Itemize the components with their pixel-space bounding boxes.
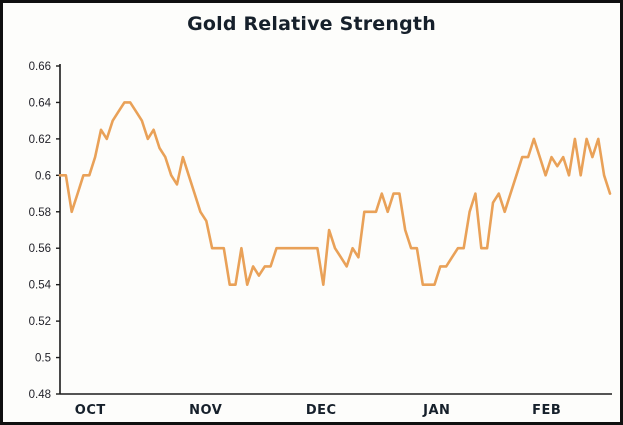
y-tick-label: 0.56 <box>29 243 51 255</box>
y-tick-label: 0.64 <box>29 97 52 109</box>
y-tick-label: 0.5 <box>35 353 51 365</box>
y-tick-label: 0.62 <box>29 134 51 146</box>
x-tick-label: FEB <box>532 403 561 418</box>
x-tick-label: NOV <box>189 403 222 418</box>
y-tick-label: 0.54 <box>29 280 52 292</box>
gold-strength-line-series <box>58 101 612 287</box>
chart-title: Gold Relative Strength <box>187 13 436 35</box>
y-tick-label: 0.6 <box>35 170 51 182</box>
y-tick-label: 0.58 <box>29 207 51 219</box>
x-tick-label: OCT <box>75 403 106 418</box>
x-tick-label: DEC <box>306 403 337 418</box>
x-tick-label: JAN <box>422 403 450 418</box>
y-tick-label: 0.52 <box>29 316 51 328</box>
y-tick-label: 0.48 <box>29 389 51 401</box>
y-tick-label: 0.66 <box>29 61 51 73</box>
chart-plot-area: 0.48 0.5 0.52 0.54 0.56 0.58 0.6 0.62 0.64 0.66 OC… <box>29 61 612 418</box>
